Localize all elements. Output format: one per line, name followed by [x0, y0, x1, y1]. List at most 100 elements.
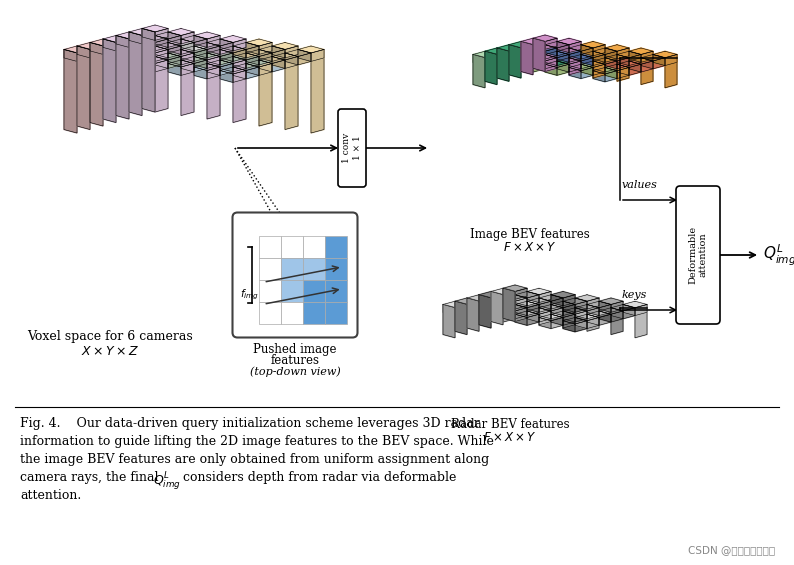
Polygon shape — [155, 32, 181, 39]
Polygon shape — [233, 67, 246, 79]
Text: Fig. 4.    Our data-driven query initialization scheme leverages 3D radar: Fig. 4. Our data-driven query initializa… — [20, 417, 480, 430]
Text: camera rays, the final: camera rays, the final — [20, 471, 163, 484]
FancyBboxPatch shape — [676, 186, 720, 324]
Polygon shape — [539, 298, 551, 309]
Polygon shape — [593, 45, 605, 78]
Polygon shape — [521, 58, 545, 64]
Polygon shape — [509, 51, 533, 58]
Polygon shape — [233, 46, 246, 58]
Bar — [325, 236, 347, 258]
Polygon shape — [220, 63, 233, 75]
Polygon shape — [116, 32, 142, 39]
Polygon shape — [515, 311, 539, 318]
Bar — [303, 280, 325, 302]
Polygon shape — [515, 308, 527, 319]
Polygon shape — [665, 54, 677, 66]
Polygon shape — [168, 42, 181, 54]
Text: $F \times X \times Y$: $F \times X \times Y$ — [503, 241, 557, 254]
Polygon shape — [90, 50, 116, 57]
Polygon shape — [605, 54, 629, 61]
Polygon shape — [155, 36, 168, 47]
Polygon shape — [533, 48, 545, 59]
Polygon shape — [497, 48, 509, 81]
Polygon shape — [587, 308, 599, 319]
Polygon shape — [533, 41, 545, 53]
Polygon shape — [233, 60, 246, 72]
Polygon shape — [142, 25, 168, 32]
Polygon shape — [285, 46, 298, 129]
Polygon shape — [551, 318, 563, 329]
Polygon shape — [497, 58, 509, 69]
Bar — [281, 302, 303, 324]
Polygon shape — [551, 298, 563, 309]
Polygon shape — [629, 48, 653, 54]
Polygon shape — [617, 64, 629, 75]
Polygon shape — [467, 305, 491, 311]
Bar — [303, 302, 325, 324]
Polygon shape — [575, 321, 587, 332]
Polygon shape — [605, 61, 617, 72]
Polygon shape — [233, 71, 246, 82]
Polygon shape — [155, 42, 181, 50]
Polygon shape — [539, 311, 551, 322]
Polygon shape — [220, 56, 246, 63]
Bar — [281, 258, 303, 280]
Polygon shape — [90, 39, 116, 46]
Text: $F \times X \times Y$: $F \times X \times Y$ — [484, 431, 537, 444]
Polygon shape — [168, 56, 181, 68]
Polygon shape — [168, 36, 181, 47]
Polygon shape — [272, 42, 298, 50]
Polygon shape — [593, 48, 617, 54]
Polygon shape — [491, 298, 515, 305]
Polygon shape — [557, 61, 569, 72]
Polygon shape — [116, 36, 129, 47]
Text: 1 conv
1 × 1: 1 conv 1 × 1 — [342, 133, 362, 163]
Polygon shape — [575, 298, 587, 309]
Polygon shape — [515, 288, 527, 299]
Polygon shape — [599, 305, 611, 315]
Polygon shape — [142, 28, 155, 41]
Polygon shape — [194, 53, 220, 60]
Polygon shape — [233, 63, 259, 71]
Polygon shape — [515, 314, 527, 325]
Polygon shape — [194, 50, 207, 62]
Polygon shape — [194, 67, 207, 79]
Polygon shape — [479, 308, 491, 319]
Bar — [259, 280, 281, 302]
Polygon shape — [181, 46, 207, 53]
Polygon shape — [272, 53, 298, 60]
Polygon shape — [479, 292, 503, 298]
Polygon shape — [181, 56, 207, 63]
Polygon shape — [479, 295, 491, 306]
Polygon shape — [515, 298, 527, 309]
Polygon shape — [509, 48, 521, 59]
Polygon shape — [155, 53, 181, 60]
Bar — [281, 280, 303, 302]
Polygon shape — [142, 53, 155, 65]
Polygon shape — [491, 308, 515, 314]
Polygon shape — [539, 295, 563, 301]
Bar — [303, 258, 325, 280]
Polygon shape — [653, 58, 665, 69]
Polygon shape — [467, 301, 479, 312]
Polygon shape — [246, 42, 259, 54]
Polygon shape — [497, 51, 509, 62]
Polygon shape — [581, 45, 593, 56]
Polygon shape — [527, 301, 539, 312]
Polygon shape — [539, 318, 551, 329]
Polygon shape — [311, 50, 324, 133]
Polygon shape — [220, 60, 233, 72]
Polygon shape — [311, 50, 324, 62]
Polygon shape — [259, 53, 272, 65]
Polygon shape — [220, 39, 233, 51]
Polygon shape — [142, 60, 155, 72]
Polygon shape — [593, 45, 605, 56]
Polygon shape — [220, 42, 233, 54]
Polygon shape — [129, 46, 142, 58]
Polygon shape — [557, 58, 581, 64]
Polygon shape — [455, 301, 467, 334]
Polygon shape — [521, 61, 533, 72]
Polygon shape — [168, 46, 181, 58]
Polygon shape — [116, 42, 142, 50]
Text: keys: keys — [622, 290, 647, 300]
